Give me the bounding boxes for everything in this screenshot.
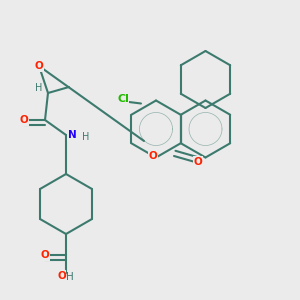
Text: H: H	[35, 83, 43, 94]
Text: H: H	[66, 272, 74, 282]
Text: O: O	[20, 115, 28, 125]
Text: O: O	[148, 151, 158, 161]
Text: Cl: Cl	[117, 94, 129, 104]
Text: O: O	[40, 250, 50, 260]
Text: O: O	[34, 61, 43, 71]
Text: O: O	[57, 271, 66, 281]
Text: O: O	[194, 157, 202, 167]
Text: N: N	[68, 130, 76, 140]
Text: H: H	[82, 131, 89, 142]
